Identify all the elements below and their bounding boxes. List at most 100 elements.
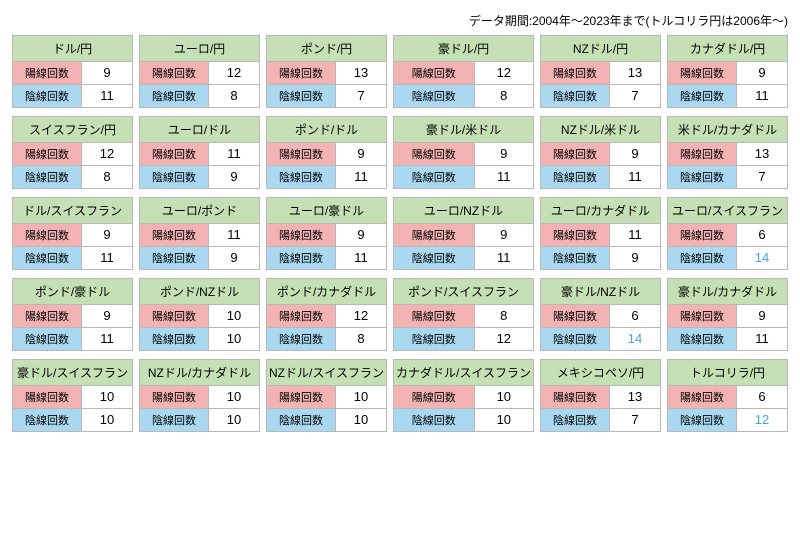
pos-value: 9 <box>610 143 660 165</box>
pair-name: ユーロ/NZドル <box>394 198 533 224</box>
neg-value: 14 <box>610 328 660 350</box>
pair-name: ユーロ/ポンド <box>140 198 259 224</box>
neg-value: 10 <box>209 328 259 350</box>
pos-row: 陽線回数6 <box>668 386 787 408</box>
neg-value: 11 <box>737 328 787 350</box>
pair-card: ポンド/カナダドル陽線回数12陰線回数8 <box>266 278 387 351</box>
pos-value: 12 <box>475 62 533 84</box>
pos-label: 陽線回数 <box>394 224 475 246</box>
pair-name: NZドル/カナダドル <box>140 360 259 386</box>
pos-label: 陽線回数 <box>13 143 82 165</box>
pair-card: ポンド/円陽線回数13陰線回数7 <box>266 35 387 108</box>
pair-card: NZドル/カナダドル陽線回数10陰線回数10 <box>139 359 260 432</box>
pos-label: 陽線回数 <box>668 62 737 84</box>
neg-row: 陰線回数14 <box>668 246 787 269</box>
neg-row: 陰線回数8 <box>13 165 132 188</box>
pos-label: 陽線回数 <box>541 62 610 84</box>
pos-label: 陽線回数 <box>13 224 82 246</box>
pos-row: 陽線回数12 <box>267 305 386 327</box>
pos-label: 陽線回数 <box>267 305 336 327</box>
pos-label: 陽線回数 <box>140 305 209 327</box>
neg-value: 8 <box>336 328 386 350</box>
pair-name: ポンド/カナダドル <box>267 279 386 305</box>
neg-value: 9 <box>209 166 259 188</box>
pair-card: ユーロ/スイスフラン陽線回数6陰線回数14 <box>667 197 788 270</box>
pos-label: 陽線回数 <box>267 143 336 165</box>
pair-card: スイスフラン/円陽線回数12陰線回数8 <box>12 116 133 189</box>
pair-card: NZドル/米ドル陽線回数9陰線回数11 <box>540 116 661 189</box>
pos-value: 9 <box>475 224 533 246</box>
neg-value: 11 <box>336 247 386 269</box>
pair-name: トルコリラ/円 <box>668 360 787 386</box>
neg-value: 11 <box>737 85 787 107</box>
neg-row: 陰線回数9 <box>140 165 259 188</box>
neg-row: 陰線回数7 <box>267 84 386 107</box>
neg-label: 陰線回数 <box>668 85 737 107</box>
pair-card: ポンド/豪ドル陽線回数9陰線回数11 <box>12 278 133 351</box>
neg-label: 陰線回数 <box>140 247 209 269</box>
neg-label: 陰線回数 <box>541 85 610 107</box>
pair-name: 豪ドル/カナダドル <box>668 279 787 305</box>
neg-row: 陰線回数11 <box>668 84 787 107</box>
pos-value: 12 <box>82 143 132 165</box>
neg-label: 陰線回数 <box>13 409 82 431</box>
pair-name: 豪ドル/NZドル <box>541 279 660 305</box>
neg-label: 陰線回数 <box>541 166 610 188</box>
pos-row: 陽線回数12 <box>13 143 132 165</box>
pos-label: 陽線回数 <box>394 143 475 165</box>
neg-value: 11 <box>82 247 132 269</box>
pos-value: 6 <box>610 305 660 327</box>
pos-label: 陽線回数 <box>13 386 82 408</box>
neg-label: 陰線回数 <box>668 247 737 269</box>
pair-card: ユーロ/豪ドル陽線回数9陰線回数11 <box>266 197 387 270</box>
neg-row: 陰線回数9 <box>541 246 660 269</box>
pos-row: 陽線回数9 <box>13 224 132 246</box>
pair-name: ドル/スイスフラン <box>13 198 132 224</box>
pos-value: 8 <box>475 305 533 327</box>
pos-label: 陽線回数 <box>541 224 610 246</box>
neg-label: 陰線回数 <box>394 247 475 269</box>
neg-label: 陰線回数 <box>267 328 336 350</box>
pos-label: 陽線回数 <box>140 386 209 408</box>
pos-value: 9 <box>82 224 132 246</box>
neg-label: 陰線回数 <box>394 85 475 107</box>
neg-row: 陰線回数10 <box>140 408 259 431</box>
pair-card: ユーロ/ポンド陽線回数11陰線回数9 <box>139 197 260 270</box>
neg-row: 陰線回数11 <box>267 246 386 269</box>
neg-value: 12 <box>737 409 787 431</box>
pair-card: カナダドル/円陽線回数9陰線回数11 <box>667 35 788 108</box>
neg-label: 陰線回数 <box>668 328 737 350</box>
neg-label: 陰線回数 <box>140 85 209 107</box>
pair-name: 豪ドル/スイスフラン <box>13 360 132 386</box>
pair-name: ユーロ/豪ドル <box>267 198 386 224</box>
pos-value: 11 <box>209 143 259 165</box>
pair-name: ユーロ/スイスフラン <box>668 198 787 224</box>
pos-value: 10 <box>209 305 259 327</box>
pos-row: 陽線回数13 <box>541 62 660 84</box>
pos-label: 陽線回数 <box>668 305 737 327</box>
pair-name: ポンド/ドル <box>267 117 386 143</box>
pair-card: ユーロ/カナダドル陽線回数11陰線回数9 <box>540 197 661 270</box>
pair-name: ポンド/NZドル <box>140 279 259 305</box>
pos-value: 10 <box>209 386 259 408</box>
pair-card: ドル/スイスフラン陽線回数9陰線回数11 <box>12 197 133 270</box>
pair-card: メキシコペソ/円陽線回数13陰線回数7 <box>540 359 661 432</box>
neg-value: 8 <box>82 166 132 188</box>
pos-row: 陽線回数10 <box>140 305 259 327</box>
pos-label: 陽線回数 <box>267 62 336 84</box>
neg-value: 11 <box>610 166 660 188</box>
pos-value: 13 <box>336 62 386 84</box>
neg-value: 7 <box>610 85 660 107</box>
neg-row: 陰線回数8 <box>394 84 533 107</box>
pos-row: 陽線回数8 <box>394 305 533 327</box>
pos-row: 陽線回数6 <box>668 224 787 246</box>
pos-row: 陽線回数6 <box>541 305 660 327</box>
neg-label: 陰線回数 <box>541 247 610 269</box>
pair-card: 豪ドル/NZドル陽線回数6陰線回数14 <box>540 278 661 351</box>
neg-value: 11 <box>475 166 533 188</box>
pos-row: 陽線回数12 <box>394 62 533 84</box>
pair-name: ポンド/スイスフラン <box>394 279 533 305</box>
pair-card: 豪ドル/スイスフラン陽線回数10陰線回数10 <box>12 359 133 432</box>
neg-value: 10 <box>336 409 386 431</box>
neg-row: 陰線回数10 <box>267 408 386 431</box>
